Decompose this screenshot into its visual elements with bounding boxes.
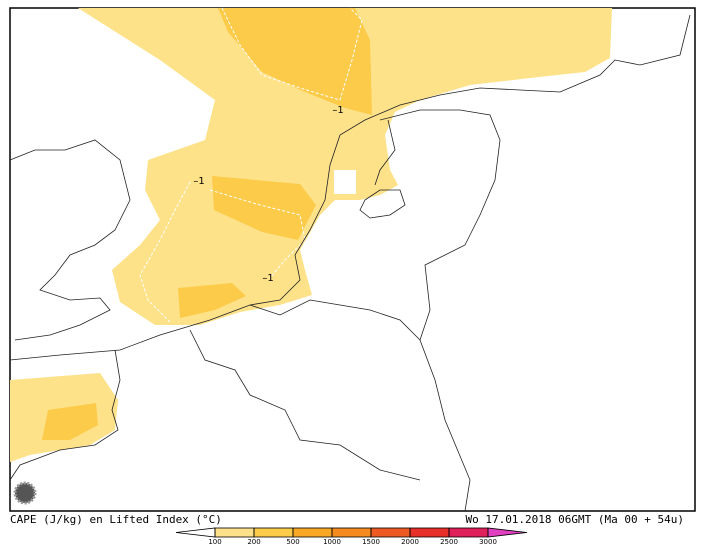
- coastline: [9, 14, 691, 361]
- contour-line: [221, 7, 363, 101]
- cape-area-high: [218, 8, 372, 115]
- colorbar-segment: [292, 527, 333, 538]
- colorbar-label: 3000: [479, 538, 497, 546]
- gap: [334, 170, 356, 194]
- colorbar-segment: [409, 527, 450, 538]
- colorbar-segment: [331, 527, 372, 538]
- contour-line: [209, 189, 306, 279]
- border: [189, 299, 421, 481]
- colorbar-arrow: [487, 527, 528, 538]
- colorbar: 100 200 500 1000 1500 2000 2500 3000: [175, 527, 528, 546]
- cape-area: [78, 8, 612, 325]
- colorbar-label: 500: [286, 538, 299, 546]
- colorbar-segment: [448, 527, 489, 538]
- colorbar-label: 200: [247, 538, 260, 546]
- cape-area-high: [178, 283, 246, 318]
- colorbar-label: 100: [208, 538, 221, 546]
- cape-area-high: [212, 176, 316, 240]
- coastline: [9, 349, 121, 481]
- colorbar-segment: [370, 527, 411, 538]
- map: –1 –1 –1: [9, 7, 696, 512]
- contour-line: [139, 181, 191, 323]
- contour-label: –1: [332, 105, 343, 116]
- colorbar-arrow: [175, 527, 216, 538]
- contour-label: –1: [193, 176, 204, 187]
- colorbar-segment: [214, 527, 255, 538]
- timestamp: Wo 17.01.2018 06GMT (Ma 00 + 54u): [465, 513, 684, 526]
- contour-label: –1: [262, 273, 273, 284]
- map-title: CAPE (J/kg) en Lifted Index (°C): [10, 513, 222, 526]
- colorbar-label: 1500: [362, 538, 380, 546]
- coastline: [374, 109, 501, 512]
- coastline: [9, 139, 131, 341]
- coastline: [359, 189, 406, 219]
- colorbar-label: 2500: [440, 538, 458, 546]
- logo: [13, 481, 37, 505]
- cape-area-high: [42, 403, 98, 440]
- colorbar-segment: [253, 527, 294, 538]
- colorbar-label: 2000: [401, 538, 419, 546]
- colorbar-label: 1000: [323, 538, 341, 546]
